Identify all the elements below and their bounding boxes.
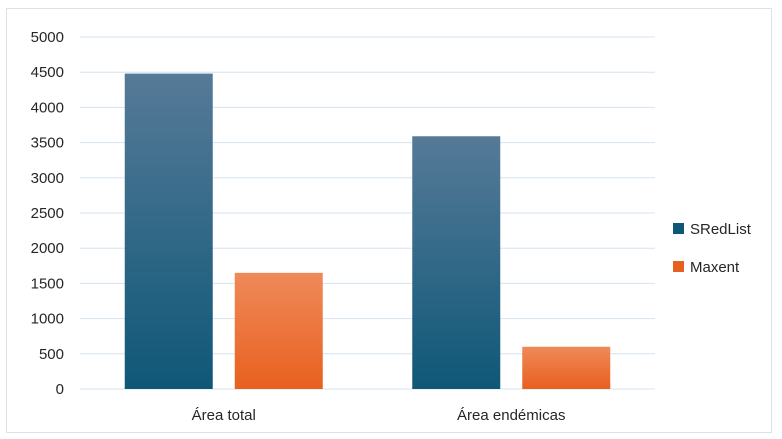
bars	[124, 73, 611, 389]
y-tick-label: 4000	[31, 99, 64, 116]
y-tick-label: 0	[56, 381, 64, 398]
bar-sredlist-1	[412, 136, 501, 389]
y-tick-label: 500	[39, 346, 64, 363]
y-tick-label: 2500	[31, 205, 64, 222]
y-tick-label: 5000	[31, 29, 64, 46]
y-axis-ticks: 0 500 1000 1500 2000 2500 3000 3500 4000 4500 5000	[31, 29, 64, 398]
legend-swatch	[673, 261, 684, 272]
y-tick-label: 3500	[31, 135, 64, 152]
x-category-label: Área total	[192, 407, 256, 424]
bar-maxent-1	[522, 346, 611, 389]
legend: SRedList Maxent	[673, 221, 752, 276]
y-tick-label: 1500	[31, 275, 64, 292]
bar-maxent-0	[234, 272, 323, 389]
legend-label: SRedList	[690, 221, 752, 238]
y-tick-label: 2000	[31, 240, 64, 257]
bar-sredlist-0	[124, 73, 213, 389]
y-tick-label: 1000	[31, 311, 64, 328]
x-axis-categories: Área total Área endémicas	[192, 407, 566, 424]
legend-swatch	[673, 223, 684, 234]
legend-label: Maxent	[690, 259, 740, 276]
x-category-label: Área endémicas	[457, 407, 565, 424]
y-tick-label: 4500	[31, 64, 64, 81]
y-tick-label: 3000	[31, 170, 64, 187]
